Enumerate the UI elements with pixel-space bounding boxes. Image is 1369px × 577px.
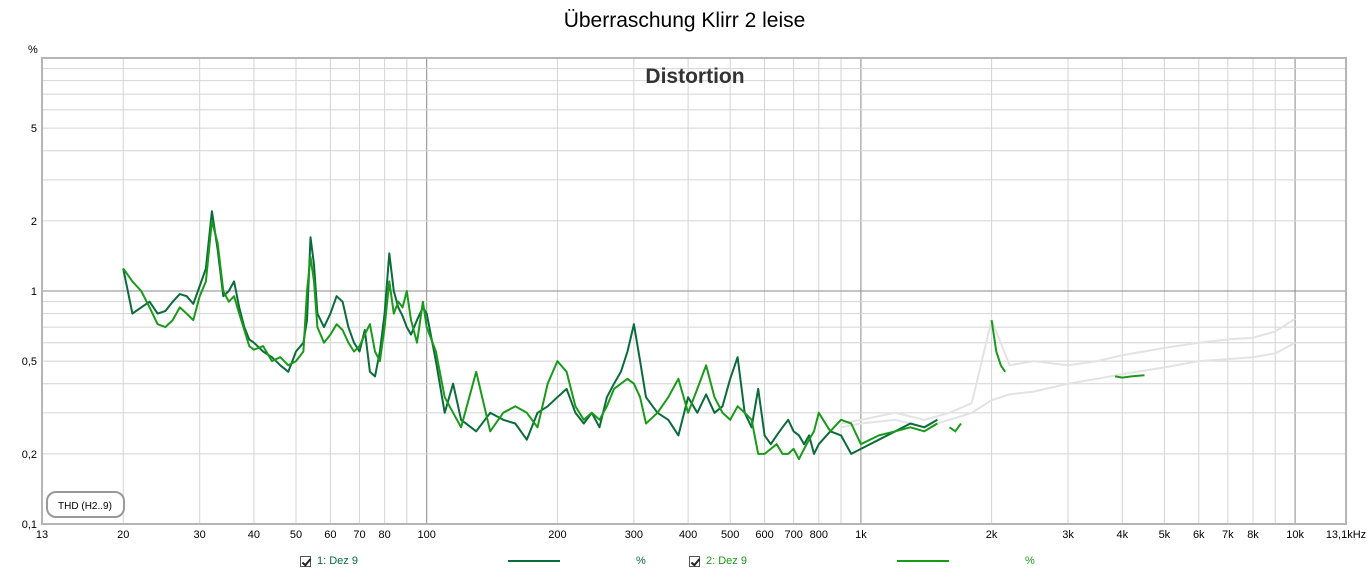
plot-frame (41, 57, 1347, 525)
x-tick-label: 30 (194, 529, 206, 541)
x-tick-labels: 13 20 30 40 50 60 70 80 100 200 300 400 500 600 700 800… (36, 529, 1366, 541)
overlay-segments (948, 319, 1145, 433)
x-tick-label: 2k (986, 529, 998, 541)
x-tick-label: 4k (1116, 529, 1128, 541)
legend-swatch-1 (507, 560, 560, 562)
legend-unit-1: % (635, 555, 646, 567)
x-tick-label: 3k (1062, 529, 1074, 541)
chart-title: Distortion (645, 65, 744, 88)
x-tick-label: 8k (1247, 529, 1259, 541)
x-tick-label: 1k (855, 529, 867, 541)
x-tick-label: 80 (379, 529, 391, 541)
x-tick-label: 300 (625, 529, 643, 541)
overlay-segment-1 (948, 422, 962, 433)
x-tick-label: 700 (784, 529, 802, 541)
x-tick-label: 500 (721, 529, 739, 541)
x-tick-label: 800 (810, 529, 828, 541)
x-tick-label: 100 (418, 529, 436, 541)
x-tick-label: 10k (1286, 529, 1304, 541)
legend-item-1[interactable]: 1: Dez 9 % (300, 555, 646, 567)
x-tick-label: 40 (248, 529, 260, 541)
window-title: Überraschung Klirr 2 leise (563, 9, 806, 32)
reference-curve-1 (840, 316, 1296, 425)
x-tick-label: 6k (1193, 529, 1205, 541)
overlay-segment-2 (990, 319, 1007, 373)
y-tick-labels: 0,1 0,2 0,5 1 2 5 (22, 123, 37, 531)
x-tick-label: 200 (548, 529, 566, 541)
y-tick-label: 0,5 (22, 356, 37, 368)
x-tick-label: 70 (353, 529, 365, 541)
y-tick-label: 0,1 (22, 519, 37, 531)
legend-swatch-2 (896, 560, 949, 562)
series-line-2 (122, 219, 938, 461)
grid (41, 57, 1347, 525)
legend-unit-2: % (1024, 555, 1035, 567)
x-tick-label: 60 (324, 529, 336, 541)
legend-item-2[interactable]: 2: Dez 9 % (689, 555, 1035, 567)
thd-badge-label: THD (H2..9) (58, 501, 112, 512)
x-tick-label: 13 (36, 529, 48, 541)
x-tick-label: 5k (1159, 529, 1171, 541)
overlay-segment-3 (1114, 374, 1145, 379)
x-tick-label: 50 (290, 529, 302, 541)
series-lines (122, 210, 938, 461)
legend-checkbox-1[interactable] (300, 555, 311, 567)
x-tick-label: 600 (755, 529, 773, 541)
x-tick-label: 20 (117, 529, 129, 541)
x-tick-label: 7k (1222, 529, 1234, 541)
y-tick-label: 1 (31, 286, 37, 298)
legend-checkbox-2[interactable] (689, 555, 700, 567)
x-tick-label: 13,1kHz (1326, 529, 1366, 541)
y-tick-label: 5 (31, 123, 37, 135)
x-tick-label: 400 (679, 529, 697, 541)
y-tick-label: 2 (31, 216, 37, 228)
legend-label-2: 2: Dez 9 (706, 555, 747, 567)
thd-badge[interactable]: THD (H2..9) (46, 491, 125, 518)
y-tick-label: 0,2 (22, 449, 37, 461)
y-unit-label: % (28, 44, 38, 56)
legend-label-1: 1: Dez 9 (317, 555, 358, 567)
